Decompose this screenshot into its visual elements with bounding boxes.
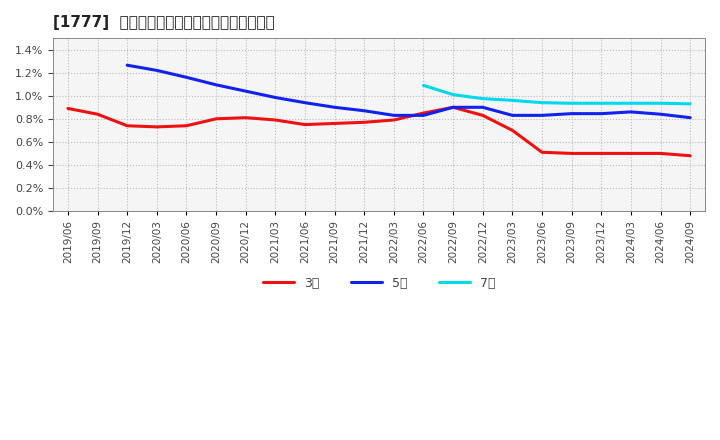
7年 <box>567 101 576 106</box>
5年 <box>301 100 310 105</box>
7年 <box>449 92 457 97</box>
5年 <box>360 108 369 114</box>
5年 <box>330 105 339 110</box>
3年 <box>686 153 695 158</box>
Text: [1777]  当期純利益マージンの標準偏差の推移: [1777] 当期純利益マージンの標準偏差の推移 <box>53 15 275 30</box>
3年 <box>449 105 457 110</box>
7年 <box>656 101 665 106</box>
7年 <box>508 98 517 103</box>
5年 <box>567 111 576 116</box>
Line: 5年: 5年 <box>127 65 690 117</box>
5年 <box>597 111 606 116</box>
5年 <box>538 113 546 118</box>
5年 <box>686 115 695 120</box>
3年 <box>419 110 428 116</box>
3年 <box>360 120 369 125</box>
7年 <box>419 83 428 88</box>
3年 <box>330 121 339 126</box>
3年 <box>241 115 250 120</box>
3年 <box>508 128 517 133</box>
5年 <box>656 112 665 117</box>
3年 <box>182 123 191 128</box>
7年 <box>597 101 606 106</box>
3年 <box>390 117 398 123</box>
5年 <box>449 105 457 110</box>
5年 <box>182 75 191 80</box>
3年 <box>538 150 546 155</box>
3年 <box>301 122 310 127</box>
5年 <box>626 109 635 114</box>
3年 <box>567 151 576 156</box>
7年 <box>538 100 546 105</box>
5年 <box>479 105 487 110</box>
5年 <box>153 68 161 73</box>
5年 <box>419 113 428 118</box>
5年 <box>241 88 250 94</box>
3年 <box>656 151 665 156</box>
3年 <box>93 112 102 117</box>
5年 <box>390 113 398 118</box>
3年 <box>271 117 279 123</box>
Legend: 3年, 5年, 7年: 3年, 5年, 7年 <box>258 272 500 295</box>
Line: 3年: 3年 <box>68 107 690 156</box>
7年 <box>479 96 487 101</box>
3年 <box>123 123 132 128</box>
3年 <box>597 151 606 156</box>
3年 <box>626 151 635 156</box>
3年 <box>212 116 220 121</box>
Line: 7年: 7年 <box>423 85 690 104</box>
5年 <box>271 95 279 100</box>
3年 <box>479 113 487 118</box>
7年 <box>626 101 635 106</box>
3年 <box>63 106 72 111</box>
7年 <box>686 101 695 106</box>
5年 <box>212 82 220 88</box>
3年 <box>153 124 161 129</box>
5年 <box>508 113 517 118</box>
5年 <box>123 62 132 68</box>
